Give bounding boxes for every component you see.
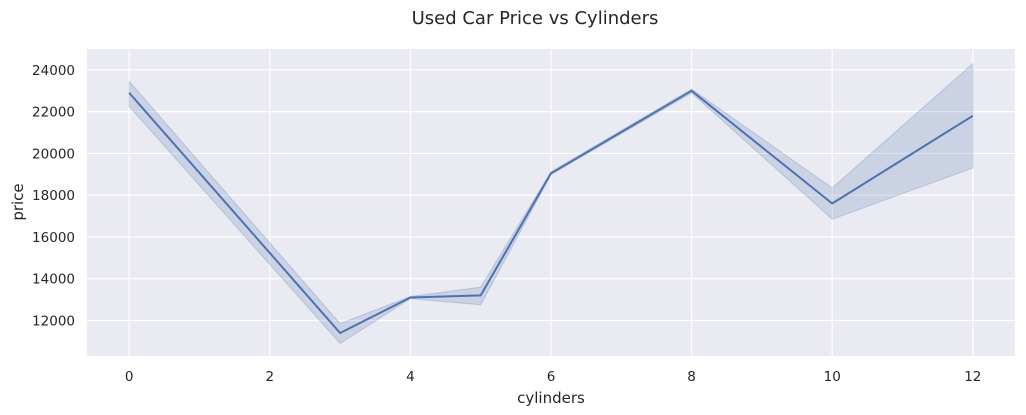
y-tick-label: 14000	[32, 272, 75, 288]
x-axis-label: cylinders	[517, 389, 585, 407]
confidence-band-layer	[128, 62, 974, 345]
y-tick-labels: 12000 14000 16000 18000 20000 22000 24000	[32, 63, 75, 330]
x-tick-label: 8	[687, 369, 696, 385]
gridlines	[87, 49, 1015, 356]
x-tick-label: 0	[125, 369, 134, 385]
y-tick-label: 24000	[32, 63, 75, 79]
x-tick-label: 2	[265, 369, 274, 385]
chart-title: Used Car Price vs Cylinders	[412, 8, 659, 29]
y-tick-label: 12000	[32, 313, 75, 329]
x-tick-labels: 0 2 4 6 8 10 12	[125, 369, 982, 385]
y-axis-label: price	[9, 183, 27, 220]
y-tick-label: 22000	[32, 105, 75, 121]
x-tick-label: 6	[547, 369, 556, 385]
x-tick-label: 12	[964, 369, 981, 385]
confidence-band	[128, 62, 974, 345]
x-tick-label: 10	[824, 369, 841, 385]
x-tick-label: 4	[406, 369, 415, 385]
y-tick-label: 20000	[32, 146, 75, 162]
series-line	[128, 89, 974, 334]
series-line-layer	[128, 89, 974, 334]
y-tick-label: 18000	[32, 188, 75, 204]
y-tick-label: 16000	[32, 230, 75, 246]
